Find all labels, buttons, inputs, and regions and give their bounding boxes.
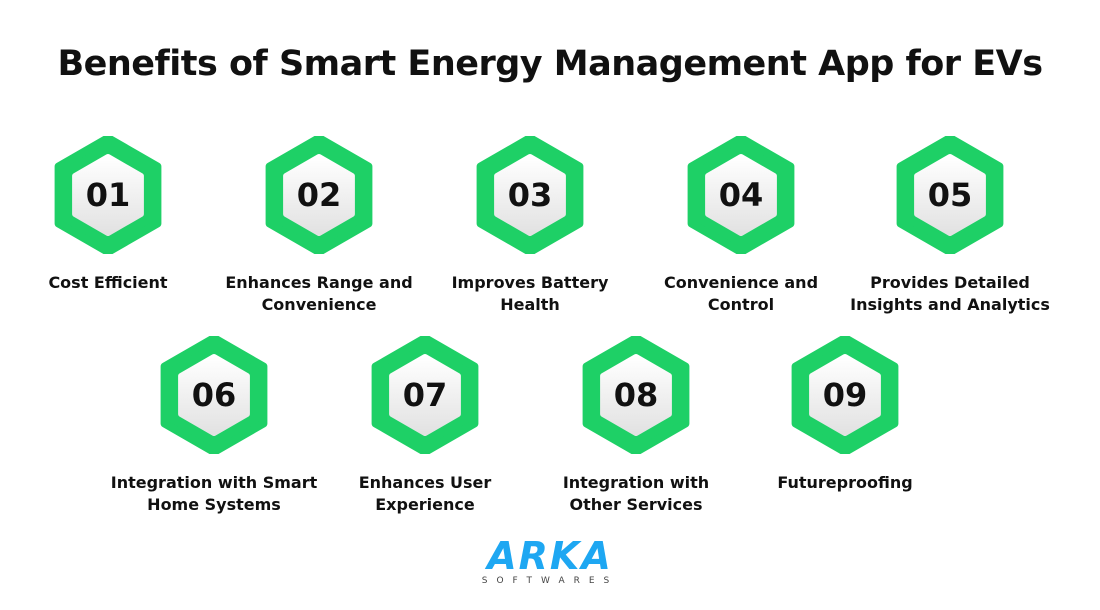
benefit-label: Cost Efficient: [48, 273, 168, 292]
hexagon-badge-icon: [160, 336, 268, 454]
benefit-label: Integration with Smart Home Systems: [110, 473, 318, 514]
benefit-number: 01: [85, 176, 131, 214]
benefit-number: 07: [402, 376, 448, 414]
logo-main-text: ARKA: [487, 534, 613, 578]
benefit-item-03: 03 Improves Battery Health: [415, 136, 645, 316]
benefit-item-07: 07 Enhances User Experience: [310, 336, 540, 516]
hexagon-badge-icon: [582, 336, 690, 454]
page-title: Benefits of Smart Energy Management App …: [57, 44, 1043, 84]
benefit-item-01: 01 Cost Efficient: [0, 136, 223, 294]
benefit-number: 02: [296, 176, 342, 214]
hexagon-badge-icon: [687, 136, 795, 254]
benefit-item-04: 04 Convenience and Control: [626, 136, 856, 316]
benefit-number: 06: [191, 376, 237, 414]
benefit-label: Convenience and Control: [663, 273, 819, 314]
benefit-number: 05: [927, 176, 973, 214]
benefit-item-09: 09 Futureproofing: [730, 336, 960, 494]
hexagon-badge-icon: [54, 136, 162, 254]
benefit-number: 04: [718, 176, 764, 214]
benefit-item-02: 02 Enhances Range and Convenience: [204, 136, 434, 316]
hexagon-badge-icon: [896, 136, 1004, 254]
benefit-label: Enhances User Experience: [358, 473, 492, 514]
benefit-label: Integration with Other Services: [562, 473, 710, 514]
benefit-number: 08: [613, 376, 659, 414]
benefit-item-08: 08 Integration with Other Services: [521, 336, 751, 516]
logo-sub-text: SOFTWARES: [481, 576, 619, 586]
benefit-number: 09: [822, 376, 868, 414]
hexagon-badge-icon: [476, 136, 584, 254]
hexagon-badge-icon: [265, 136, 373, 254]
benefit-item-05: 05 Provides Detailed Insights and Analyt…: [835, 136, 1065, 316]
benefit-number: 03: [507, 176, 553, 214]
arka-logo: ARKA SOFTWARES: [470, 534, 630, 586]
benefit-item-06: 06 Integration with Smart Home Systems: [99, 336, 329, 516]
hexagon-badge-icon: [791, 336, 899, 454]
benefit-label: Enhances Range and Convenience: [225, 273, 413, 314]
benefit-label: Improves Battery Health: [451, 273, 609, 314]
benefit-label: Futureproofing: [777, 473, 913, 492]
benefit-label: Provides Detailed Insights and Analytics: [850, 273, 1050, 314]
hexagon-badge-icon: [371, 336, 479, 454]
